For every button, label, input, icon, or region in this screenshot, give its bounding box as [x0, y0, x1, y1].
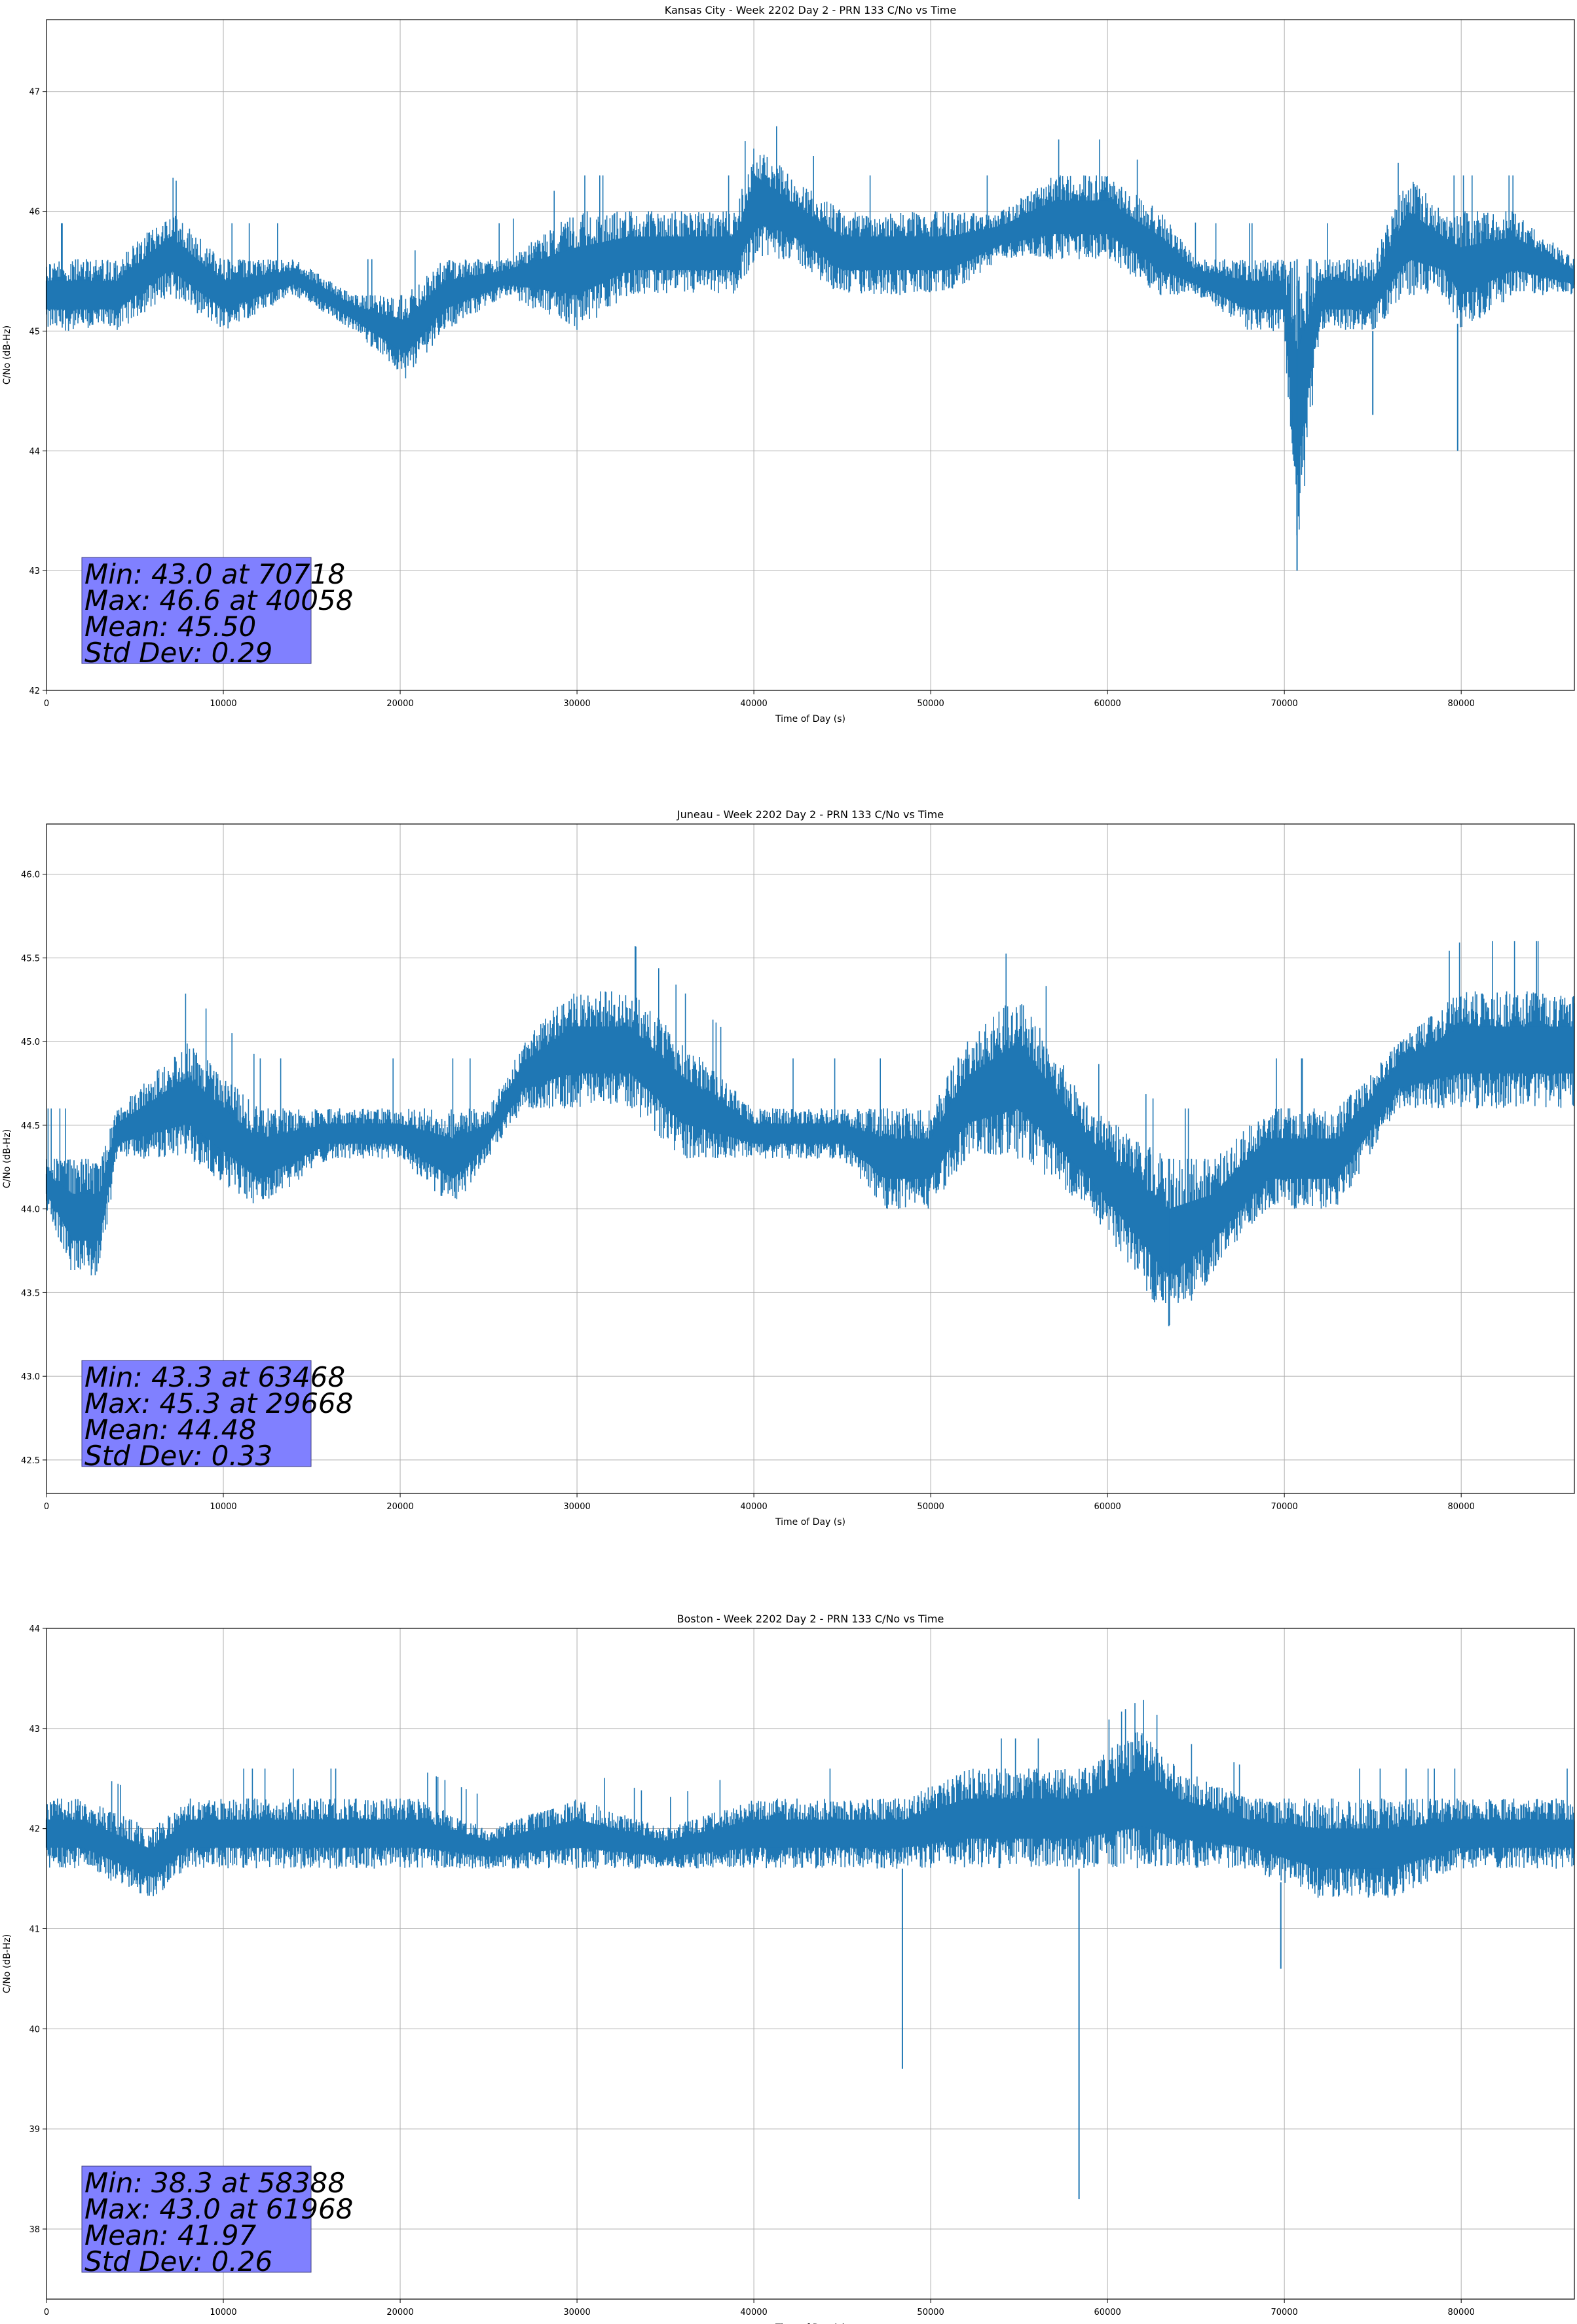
x-tick-label: 40000 [740, 2308, 767, 2317]
stats-line: Max: 46.6 at 40058 [84, 584, 353, 616]
y-tick-label: 43.0 [21, 1372, 40, 1382]
x-tick-label: 70000 [1271, 1502, 1297, 1512]
chart-title: Kansas City - Week 2202 Day 2 - PRN 133 … [665, 4, 956, 16]
x-tick-label: 50000 [917, 1502, 944, 1512]
x-tick-label: 80000 [1448, 1502, 1475, 1512]
y-tick-label: 39 [29, 2125, 40, 2135]
stats-line: Max: 45.3 at 29668 [84, 1387, 353, 1419]
plot-frame [46, 823, 1575, 1494]
x-tick-label: 0 [44, 1502, 49, 1512]
x-tick-label: 50000 [917, 699, 944, 709]
stats-line: Min: 43.3 at 63468 [84, 1361, 345, 1393]
x-tick-label: 30000 [563, 699, 590, 709]
x-axis-label: Time of Day (s) [775, 714, 845, 724]
chart-1: 0 10000 20000 30000 40000 50000 60000 70000 8000… [2, 808, 1575, 1527]
y-tick-label: 42.5 [21, 1456, 40, 1466]
y-tick-label: 43 [29, 1725, 40, 1734]
y-tick-label: 41 [29, 1925, 40, 1935]
x-axis-label: Time of Day (s) [775, 2323, 845, 2324]
plot-frame [46, 19, 1575, 691]
x-tick-label: 10000 [210, 1502, 236, 1512]
x-tick-label: 60000 [1094, 2308, 1121, 2317]
x-tick-label: 10000 [210, 2308, 236, 2317]
x-tick-label: 0 [44, 2308, 49, 2317]
x-tick-label: 70000 [1271, 699, 1297, 709]
x-tick-label: 60000 [1094, 1502, 1121, 1512]
y-tick-label: 43 [29, 567, 40, 576]
y-tick-label: 42 [29, 686, 40, 696]
y-tick-label: 44 [29, 447, 40, 457]
stats-line: Std Dev: 0.29 [84, 637, 272, 669]
y-tick-label: 40 [29, 2025, 40, 2034]
y-axis-label: C/No (dB-Hz) [2, 326, 12, 384]
stats-line: Mean: 44.48 [84, 1414, 256, 1446]
x-tick-label: 40000 [740, 699, 767, 709]
x-axis-label: Time of Day (s) [775, 1517, 845, 1527]
y-tick-label: 38 [29, 2225, 40, 2235]
x-tick-label: 0 [44, 699, 49, 709]
stats-line: Mean: 45.50 [84, 610, 256, 643]
chart-2: 0 10000 20000 30000 40000 50000 60000 70000 8000… [2, 1613, 1575, 2324]
y-tick-label: 46.0 [21, 871, 40, 880]
x-tick-label: 80000 [1448, 699, 1475, 709]
y-tick-label: 46 [29, 208, 40, 217]
x-tick-label: 80000 [1448, 2308, 1475, 2317]
stats-box [81, 1360, 312, 1467]
x-tick-label: 20000 [386, 2308, 413, 2317]
stats-box [81, 557, 312, 664]
x-tick-label: 30000 [563, 1502, 590, 1512]
y-tick-label: 44.0 [21, 1205, 40, 1215]
y-tick-label: 43.5 [21, 1288, 40, 1298]
stats-box [81, 2165, 312, 2273]
x-tick-label: 20000 [386, 699, 413, 709]
x-tick-label: 70000 [1271, 2308, 1297, 2317]
stats-line: Max: 43.0 at 61968 [84, 2193, 353, 2225]
y-tick-label: 47 [29, 88, 40, 98]
y-tick-label: 44 [29, 1624, 40, 1634]
x-tick-label: 10000 [210, 699, 236, 709]
x-tick-label: 60000 [1094, 699, 1121, 709]
stats-line: Min: 43.0 at 70718 [84, 558, 345, 590]
cno-series-core [45, 176, 1575, 476]
stats-line: Mean: 41.97 [84, 2219, 256, 2251]
y-tick-label: 45.5 [21, 954, 40, 964]
stats-line: Std Dev: 0.33 [84, 1440, 272, 1472]
stats-line: Std Dev: 0.26 [84, 2245, 272, 2277]
y-axis-label: C/No (dB-Hz) [2, 1129, 12, 1188]
y-tick-label: 44.5 [21, 1121, 40, 1131]
y-tick-label: 45 [29, 327, 40, 337]
chart-title: Boston - Week 2202 Day 2 - PRN 133 C/No … [677, 1613, 944, 1625]
chart-0: 0 10000 20000 30000 40000 50000 60000 70000 8000… [2, 4, 1575, 724]
chart-title: Juneau - Week 2202 Day 2 - PRN 133 C/No … [677, 808, 944, 821]
x-tick-label: 50000 [917, 2308, 944, 2317]
y-axis-label: C/No (dB-Hz) [2, 1934, 12, 1993]
y-tick-label: 42 [29, 1825, 40, 1835]
x-tick-label: 20000 [386, 1502, 413, 1512]
y-tick-label: 45.0 [21, 1038, 40, 1047]
x-tick-label: 40000 [740, 1502, 767, 1512]
stats-line: Min: 38.3 at 58388 [84, 2167, 345, 2199]
plot-frame [46, 1628, 1575, 2300]
x-tick-label: 30000 [563, 2308, 590, 2317]
